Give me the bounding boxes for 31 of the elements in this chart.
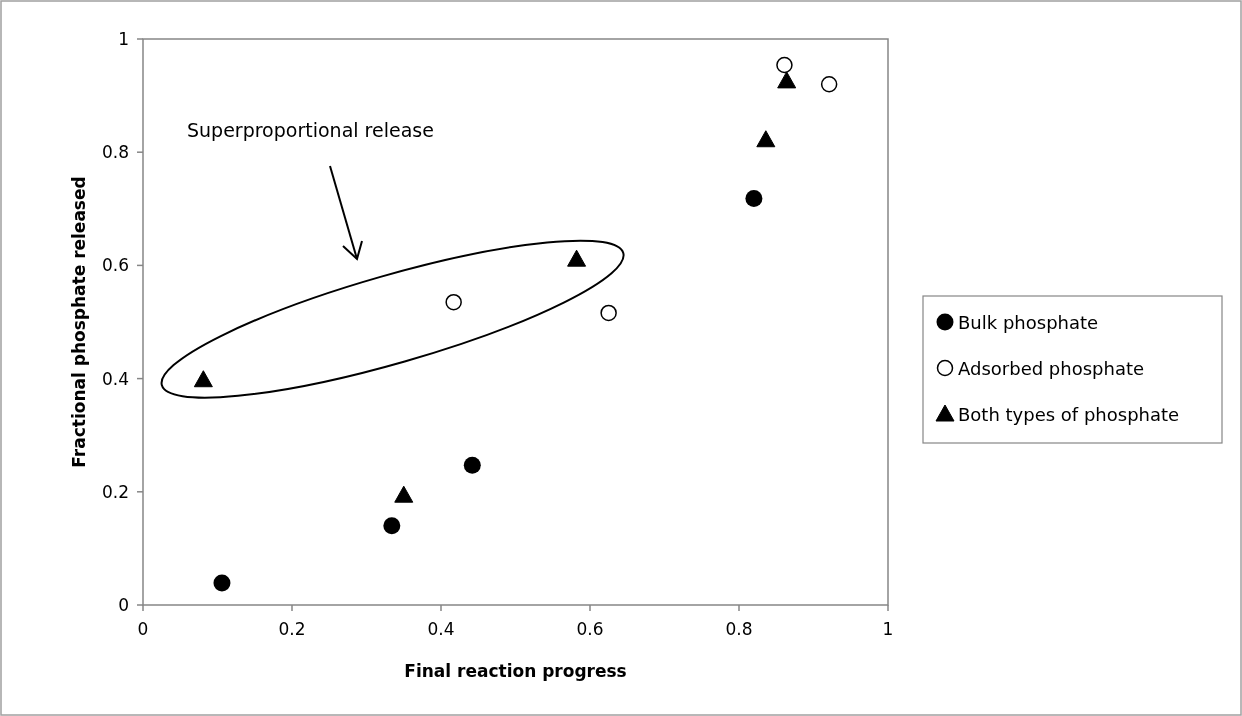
point (213, 574, 231, 592)
y-tick-label: 0.6 (101, 255, 129, 276)
point (600, 304, 617, 322)
point (776, 56, 793, 74)
legend-label: Both types of phosphate (958, 404, 1180, 425)
x-axis-title: Final reaction progress (404, 661, 627, 681)
x-tick-label: 0.4 (427, 619, 455, 639)
y-axis-title: Fractional phosphate released (69, 176, 89, 468)
point (383, 517, 401, 535)
point (567, 249, 587, 267)
y-tick-label: 0 (118, 595, 129, 615)
y-tick-label: 0.2 (101, 481, 129, 502)
point (820, 76, 838, 93)
point (445, 293, 462, 311)
point (463, 456, 481, 474)
x-tick-label: 0.2 (278, 619, 306, 639)
y-tick-label: 0.8 (101, 142, 129, 163)
legend-label: Adsorbed phosphate (958, 358, 1145, 379)
legend-label: Bulk phosphate (958, 312, 1099, 333)
point (394, 485, 414, 503)
point (745, 190, 763, 208)
point (777, 71, 797, 89)
x-tick-label: 0.8 (725, 619, 753, 639)
y-tick-label: 0.4 (101, 368, 129, 389)
y-tick-label: 1 (118, 29, 129, 49)
x-tick-label: 1 (882, 619, 894, 639)
point (193, 370, 213, 388)
x-tick-label: 0.6 (576, 619, 604, 639)
x-tick-label: 0 (137, 619, 149, 639)
annotation: Superproportional release (187, 119, 434, 141)
point (756, 130, 776, 148)
